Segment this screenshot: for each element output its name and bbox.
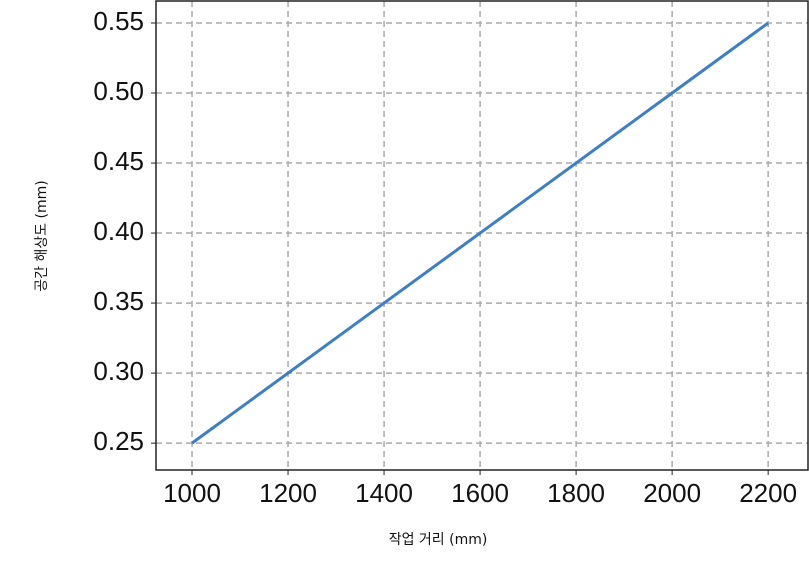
plot-frame (155, 0, 809, 471)
data-line (191, 21, 770, 445)
x-tick-label: 1600 (451, 478, 509, 508)
x-tick-label: 1400 (355, 478, 413, 508)
y-tick-label: 0.35 (93, 286, 144, 316)
y-tick-label: 0.50 (93, 76, 144, 106)
y-axis-label: 공간 해상도 (mm) (34, 180, 50, 292)
x-tick-label: 2000 (643, 478, 701, 508)
y-tick-label: 0.45 (93, 146, 144, 176)
y-tick-label: 0.55 (93, 6, 144, 36)
y-tick-label: 0.25 (93, 426, 144, 456)
x-tick-label: 1800 (547, 478, 605, 508)
y-tick-label: 0.40 (93, 216, 144, 246)
x-tick-label: 1000 (163, 478, 221, 508)
x-tick-label: 2200 (739, 478, 797, 508)
x-axis-label: 작업 거리 (mm) (389, 532, 488, 548)
y-tick-label: 0.30 (93, 356, 144, 386)
x-tick-label: 1200 (259, 478, 317, 508)
